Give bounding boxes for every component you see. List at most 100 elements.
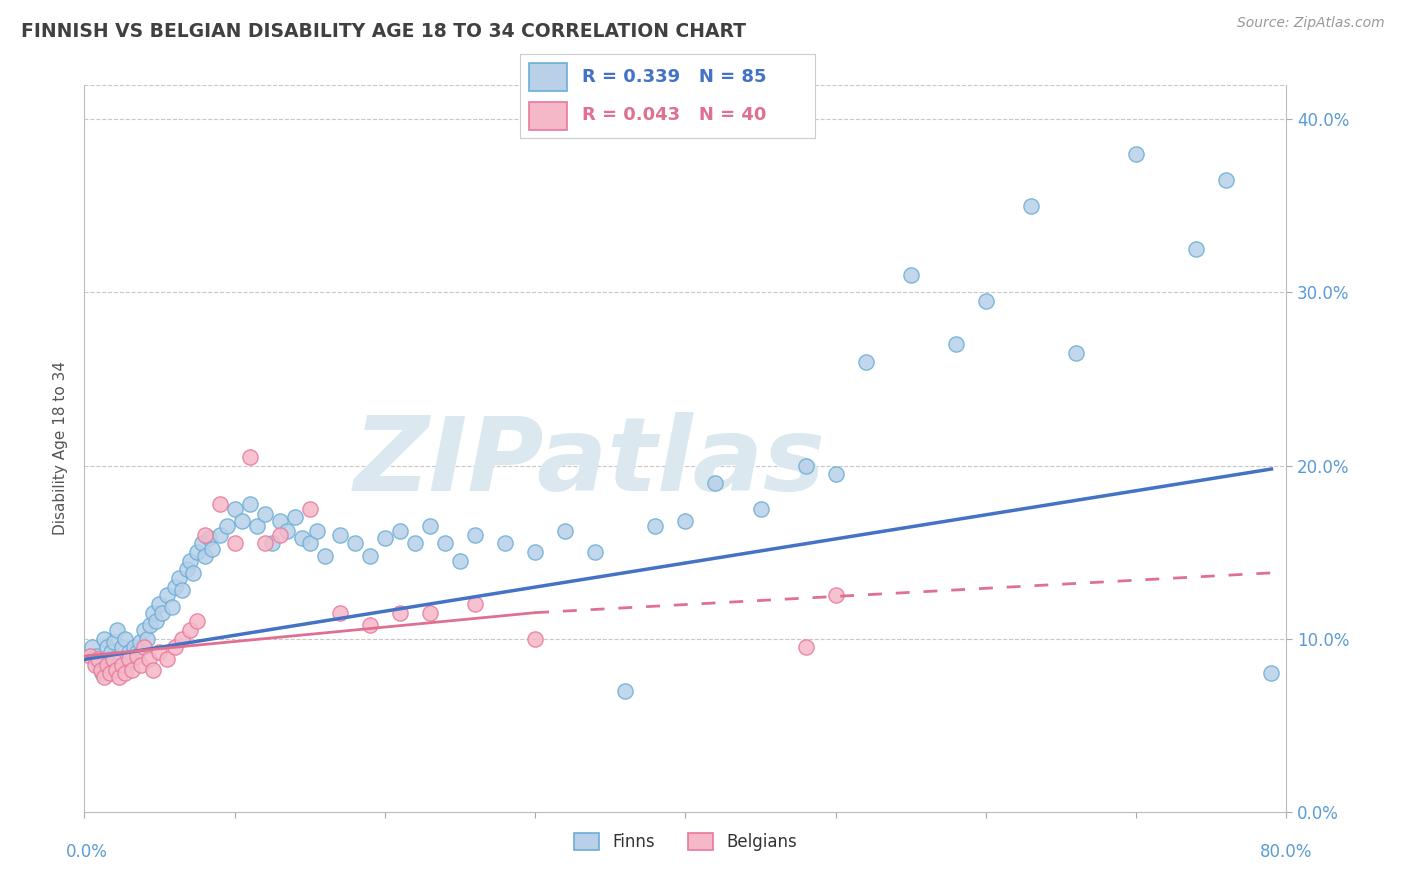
Point bbox=[79, 648, 101, 663]
Point bbox=[794, 458, 817, 473]
Point bbox=[262, 536, 284, 550]
Text: R = 0.043   N = 40: R = 0.043 N = 40 bbox=[582, 106, 766, 124]
Point bbox=[181, 566, 204, 580]
Point bbox=[1019, 199, 1042, 213]
Point bbox=[239, 450, 262, 464]
Point bbox=[194, 528, 217, 542]
Point bbox=[524, 632, 547, 646]
Point bbox=[125, 648, 148, 663]
Point bbox=[163, 640, 186, 655]
Point bbox=[101, 652, 124, 666]
Point bbox=[90, 663, 112, 677]
Point bbox=[91, 666, 114, 681]
Point bbox=[314, 549, 336, 563]
Point bbox=[160, 600, 183, 615]
Point bbox=[96, 657, 118, 672]
Point bbox=[419, 606, 441, 620]
Point bbox=[111, 657, 134, 672]
Point bbox=[239, 497, 262, 511]
Point bbox=[704, 475, 727, 490]
Point bbox=[129, 635, 152, 649]
Point bbox=[298, 501, 321, 516]
Point bbox=[89, 657, 111, 672]
Point bbox=[307, 524, 329, 539]
Point bbox=[93, 632, 115, 646]
Text: 0.0%: 0.0% bbox=[66, 843, 108, 861]
Point bbox=[142, 606, 165, 620]
Point bbox=[125, 645, 148, 659]
Point bbox=[1185, 242, 1208, 256]
FancyBboxPatch shape bbox=[529, 62, 568, 91]
Point bbox=[139, 617, 162, 632]
Point bbox=[179, 623, 201, 637]
Point bbox=[108, 670, 131, 684]
Point bbox=[276, 524, 298, 539]
Point bbox=[138, 652, 160, 666]
Point bbox=[107, 623, 129, 637]
Point bbox=[152, 606, 174, 620]
Point bbox=[83, 657, 105, 672]
Point bbox=[87, 652, 110, 666]
Point bbox=[388, 524, 411, 539]
Point bbox=[224, 536, 246, 550]
Point bbox=[142, 663, 165, 677]
Point bbox=[104, 663, 127, 677]
Point bbox=[136, 632, 159, 646]
Point bbox=[749, 501, 772, 516]
Point bbox=[114, 666, 136, 681]
Point bbox=[201, 541, 224, 556]
Point bbox=[388, 606, 411, 620]
Point bbox=[644, 519, 666, 533]
Text: Source: ZipAtlas.com: Source: ZipAtlas.com bbox=[1237, 16, 1385, 30]
Point bbox=[118, 645, 141, 659]
Point bbox=[156, 652, 179, 666]
Point bbox=[614, 683, 637, 698]
Point bbox=[110, 652, 132, 666]
Point bbox=[231, 514, 253, 528]
Point bbox=[100, 645, 122, 659]
Text: ZIPatlas: ZIPatlas bbox=[353, 412, 825, 513]
Point bbox=[217, 519, 239, 533]
Point bbox=[1260, 666, 1282, 681]
Point bbox=[111, 640, 134, 655]
Point bbox=[449, 554, 471, 568]
Point bbox=[198, 531, 221, 545]
Point bbox=[1125, 147, 1147, 161]
Point bbox=[103, 635, 125, 649]
Point bbox=[824, 588, 846, 602]
Point bbox=[170, 632, 193, 646]
Point bbox=[86, 648, 108, 663]
Text: 80.0%: 80.0% bbox=[1260, 843, 1313, 861]
FancyBboxPatch shape bbox=[529, 102, 568, 130]
Point bbox=[945, 337, 967, 351]
Point bbox=[298, 536, 321, 550]
Point bbox=[583, 545, 606, 559]
Point bbox=[121, 652, 143, 666]
Point bbox=[131, 657, 153, 672]
Point bbox=[179, 554, 201, 568]
Point bbox=[145, 615, 167, 629]
Point bbox=[253, 536, 276, 550]
Point bbox=[675, 514, 697, 528]
Text: FINNISH VS BELGIAN DISABILITY AGE 18 TO 34 CORRELATION CHART: FINNISH VS BELGIAN DISABILITY AGE 18 TO … bbox=[21, 22, 747, 41]
Point bbox=[208, 528, 231, 542]
Point bbox=[156, 588, 179, 602]
Point bbox=[269, 528, 291, 542]
Point bbox=[464, 528, 486, 542]
Point bbox=[208, 497, 231, 511]
Point bbox=[224, 501, 246, 516]
Point bbox=[359, 617, 381, 632]
Point bbox=[855, 354, 877, 368]
Point bbox=[824, 467, 846, 482]
Point bbox=[464, 597, 486, 611]
Point bbox=[167, 571, 190, 585]
Point bbox=[134, 623, 156, 637]
Point bbox=[97, 652, 120, 666]
Point bbox=[329, 528, 352, 542]
Y-axis label: Disability Age 18 to 34: Disability Age 18 to 34 bbox=[53, 361, 69, 535]
Point bbox=[359, 549, 381, 563]
Point bbox=[434, 536, 457, 550]
Point bbox=[794, 640, 817, 655]
Point bbox=[1215, 173, 1237, 187]
Point bbox=[190, 536, 212, 550]
